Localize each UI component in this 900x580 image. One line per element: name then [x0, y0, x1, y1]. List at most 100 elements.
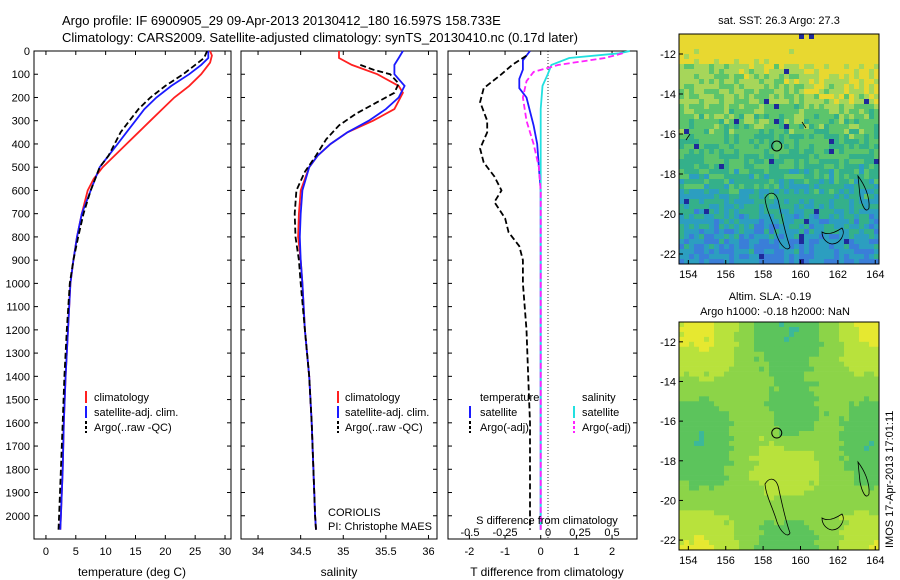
- map-cell: [874, 149, 880, 155]
- map-cell: [709, 416, 715, 422]
- map-cell: [734, 149, 740, 155]
- map-cell: [679, 426, 685, 432]
- map-cell: [839, 500, 845, 506]
- map-cell: [794, 416, 800, 422]
- map-cell: [804, 530, 810, 536]
- map-cell: [699, 194, 705, 200]
- map-cell: [814, 149, 820, 155]
- map-cell: [799, 249, 805, 255]
- map-cell: [754, 104, 760, 110]
- map-cell: [824, 59, 830, 65]
- map-cell: [874, 74, 880, 80]
- map-cell: [874, 520, 880, 526]
- map-cell: [764, 149, 770, 155]
- map-cell: [814, 465, 820, 471]
- map-cell: [779, 89, 785, 95]
- map-cell: [739, 346, 745, 353]
- map-cell: [814, 421, 820, 427]
- map-cell: [784, 336, 790, 343]
- map-cell: [704, 184, 710, 190]
- map-cell: [834, 485, 840, 491]
- map-cell: [869, 525, 875, 531]
- map-cell: [734, 214, 740, 220]
- map-cell: [804, 204, 810, 210]
- map-cell: [849, 124, 855, 130]
- map-cell: [684, 416, 690, 422]
- map-cell: [689, 244, 695, 250]
- map-cell: [769, 540, 775, 546]
- map-cell: [854, 326, 860, 333]
- map-cell: [759, 99, 765, 105]
- map-cell: [754, 189, 760, 195]
- map-cell: [784, 104, 790, 110]
- map-cell: [784, 421, 790, 427]
- map-cell: [814, 44, 820, 50]
- map-cell: [724, 199, 730, 205]
- map-cell: [869, 545, 875, 551]
- map-cell: [734, 376, 740, 382]
- map-cell: [774, 426, 780, 432]
- map-cell: [794, 84, 800, 90]
- map-cell: [839, 545, 845, 551]
- map-cell: [744, 204, 750, 210]
- map-cell: [844, 485, 850, 491]
- map-cell: [739, 239, 745, 245]
- map-cell: [759, 89, 765, 95]
- map-cell: [694, 89, 700, 95]
- map-cell: [789, 490, 795, 496]
- map-cell: [809, 391, 815, 397]
- map-cell: [829, 119, 835, 125]
- map-cell: [849, 119, 855, 125]
- map-cell: [719, 79, 725, 85]
- map-cell: [869, 510, 875, 516]
- map-cell: [749, 440, 755, 447]
- map-cell: [869, 470, 875, 476]
- map-cell: [749, 445, 755, 452]
- map-cell: [759, 174, 765, 180]
- map-cell: [774, 259, 780, 265]
- map-cell: [784, 495, 790, 501]
- map-cell: [764, 109, 770, 115]
- map-cell: [734, 219, 740, 225]
- map-cell: [699, 356, 705, 362]
- map-cell: [834, 54, 840, 60]
- map-cell: [734, 184, 740, 190]
- map-cell: [729, 204, 735, 210]
- map-cell: [699, 341, 705, 348]
- map-cell: [759, 421, 765, 427]
- map-cell: [739, 322, 745, 328]
- map-cell: [719, 139, 725, 145]
- map-cell: [764, 254, 770, 260]
- map-cell: [729, 460, 735, 467]
- temperature-x-label: temperature (deg C): [78, 565, 186, 579]
- map-cell: [694, 134, 700, 140]
- map-cell: [789, 540, 795, 546]
- map-cell: [719, 184, 725, 190]
- map-cell: [784, 79, 790, 85]
- map-cell: [719, 64, 725, 70]
- map-cell: [759, 234, 765, 240]
- map-cell: [699, 470, 705, 476]
- map-cell: [779, 244, 785, 250]
- map-cell: [759, 69, 765, 75]
- map-cell: [794, 421, 800, 427]
- map-cell: [844, 144, 850, 150]
- map-cell: [864, 401, 870, 407]
- map-cell: [759, 149, 765, 155]
- map-cell: [739, 361, 745, 367]
- map-cell: [834, 326, 840, 333]
- map-x-tick-label: 154: [679, 555, 697, 567]
- map-cell: [744, 184, 750, 190]
- map-cell: [799, 366, 805, 372]
- map-cell: [804, 356, 810, 362]
- map-cell: [849, 99, 855, 105]
- map-cell: [844, 505, 850, 511]
- map-cell: [774, 485, 780, 491]
- map-cell: [744, 229, 750, 235]
- map-cell: [779, 411, 785, 417]
- map-cell: [824, 326, 830, 333]
- map-cell: [679, 460, 685, 467]
- map-cell: [774, 505, 780, 511]
- map-cell: [809, 109, 815, 115]
- map-cell: [854, 79, 860, 85]
